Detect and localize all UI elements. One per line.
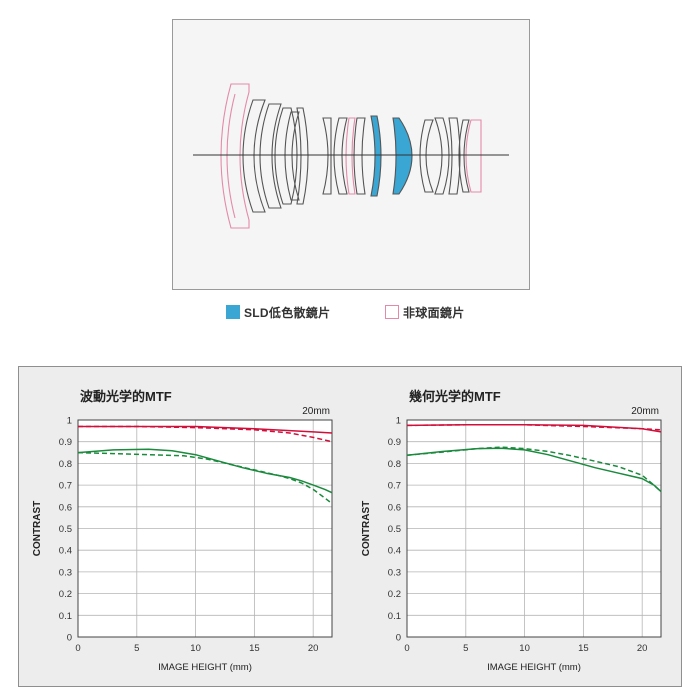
y-tick-label: 0.9 bbox=[59, 437, 72, 448]
y-tick-label: 0.3 bbox=[388, 567, 401, 578]
lens-diagram bbox=[193, 83, 509, 229]
y-tick-label: 0.7 bbox=[388, 481, 401, 492]
y-tick-label: 0.8 bbox=[388, 459, 401, 470]
x-tick-label: 20 bbox=[308, 643, 319, 654]
x-axis-label: IMAGE HEIGHT (mm) bbox=[487, 662, 581, 673]
mtf-panel: 0 0.1 0.2 0.3 0.4 0.5 0.6 0.7 0.8 0.9 1 0 5 10 15 20 波動光… bbox=[18, 366, 682, 687]
lens-element-10 bbox=[353, 117, 366, 195]
x-tick-label: 10 bbox=[519, 643, 530, 654]
y-tick-label: 0.2 bbox=[59, 589, 72, 600]
x-tick-label: 0 bbox=[404, 643, 409, 654]
y-tick-label: 0.8 bbox=[59, 459, 72, 470]
y-tick-label: 0.5 bbox=[388, 524, 401, 535]
x-tick-label: 20 bbox=[637, 643, 648, 654]
lens-element-17-aspherical bbox=[465, 119, 482, 193]
y-axis-label: CONTRAST bbox=[361, 501, 372, 557]
plot-frame bbox=[77, 419, 333, 638]
y-tick-label: 1 bbox=[67, 416, 72, 427]
y-tick-label: 0.1 bbox=[59, 611, 72, 622]
y-tick-label: 0.9 bbox=[388, 437, 401, 448]
x-tick-label: 5 bbox=[463, 643, 468, 654]
y-tick-label: 0.5 bbox=[59, 524, 72, 535]
legend-aspherical-label: 非球面鏡片 bbox=[403, 305, 465, 320]
lens-element-3 bbox=[259, 103, 282, 209]
mtf-series-3 bbox=[77, 448, 333, 494]
legend-aspherical: 非球面鏡片 bbox=[385, 302, 465, 322]
chart-title: 幾何光学的MTF bbox=[409, 389, 501, 404]
y-tick-label: 0.7 bbox=[59, 481, 72, 492]
lens-element-4 bbox=[274, 107, 298, 205]
plot-frame bbox=[406, 419, 662, 638]
mtf-series-4 bbox=[406, 446, 662, 493]
corner-label: 20mm bbox=[631, 406, 659, 417]
mtf-series-2 bbox=[406, 424, 662, 431]
y-tick-label: 1 bbox=[396, 416, 401, 427]
y-tick-label: 0.6 bbox=[59, 502, 72, 513]
y-tick-label: 0.3 bbox=[59, 567, 72, 578]
x-tick-label: 0 bbox=[75, 643, 80, 654]
y-tick-label: 0 bbox=[67, 633, 72, 644]
x-axis-label: IMAGE HEIGHT (mm) bbox=[158, 662, 252, 673]
y-tick-label: 0.2 bbox=[388, 589, 401, 600]
y-tick-label: 0.4 bbox=[388, 546, 401, 557]
sld-swatch bbox=[226, 305, 240, 319]
legend-sld-label: SLD低色散鏡片 bbox=[244, 305, 331, 320]
y-tick-label: 0 bbox=[396, 633, 401, 644]
lens-element-14 bbox=[434, 117, 450, 195]
x-tick-label: 15 bbox=[249, 643, 260, 654]
lens-element-11-sld bbox=[370, 115, 382, 197]
mtf-charts: 00.10.20.30.40.50.60.70.80.910 5 10 15 20波動光… bbox=[32, 389, 662, 673]
corner-label: 20mm bbox=[302, 406, 330, 417]
lens-diagram-panel bbox=[172, 19, 530, 290]
lens-element-9-aspherical bbox=[345, 117, 356, 195]
y-tick-label: 0.1 bbox=[388, 611, 401, 622]
lens-element-1-inner bbox=[226, 93, 236, 219]
legend-sld: SLD低色散鏡片 bbox=[226, 302, 330, 322]
y-tick-label: 0.6 bbox=[388, 502, 401, 513]
y-tick-label: 0.4 bbox=[59, 546, 72, 557]
lens-element-1-aspherical bbox=[220, 83, 250, 229]
lens-element-2 bbox=[242, 99, 266, 213]
lens-element-7 bbox=[322, 117, 332, 195]
mtf-series-4 bbox=[77, 451, 333, 505]
lens-element-16 bbox=[458, 119, 470, 193]
x-tick-label: 5 bbox=[134, 643, 139, 654]
y-axis-label: CONTRAST bbox=[32, 501, 43, 557]
lens-element-8 bbox=[333, 117, 348, 195]
chart-title: 波動光学的MTF bbox=[80, 389, 172, 404]
lens-element-12-sld bbox=[392, 117, 413, 195]
lens-element-15 bbox=[448, 117, 461, 195]
aspherical-swatch bbox=[385, 305, 399, 319]
lens-element-6 bbox=[296, 107, 309, 205]
x-tick-label: 15 bbox=[578, 643, 589, 654]
lens-element-5 bbox=[284, 111, 300, 201]
mtf-series-2 bbox=[78, 425, 333, 443]
lens-element-13 bbox=[419, 119, 434, 193]
x-tick-label: 10 bbox=[190, 643, 201, 654]
